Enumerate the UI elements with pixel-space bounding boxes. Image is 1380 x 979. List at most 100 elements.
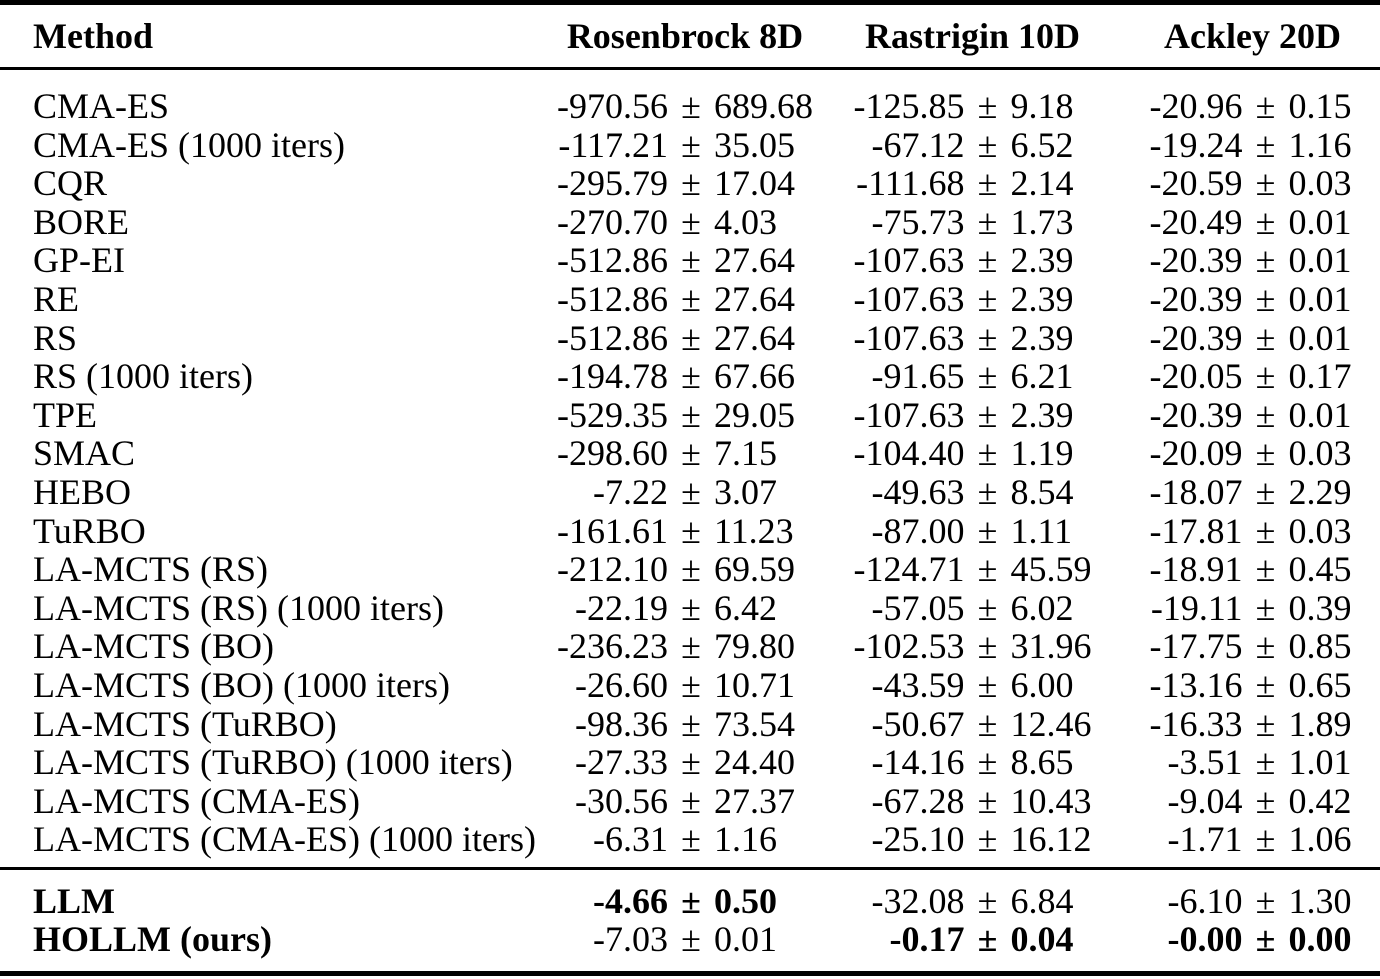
plus-minus-sign: ±: [977, 278, 998, 319]
column-header-rosenbrock-8d: Rosenbrock 8D: [550, 2, 820, 70]
table-row: LA-MCTS (BO) -236.23 ±79.80 -102.53 ±31.96 -1…: [0, 627, 1380, 666]
mean-value: -212.10: [557, 549, 668, 590]
std-value: 24.40: [714, 742, 795, 783]
mean-value: -9.04: [1167, 780, 1243, 821]
plus-minus-sign: ±: [977, 471, 998, 512]
llm-methods-section: LLM -4.66 ±0.50 -32.08 ±6.84 -6.10 ±1.30 HOLLM …: [0, 866, 1380, 973]
std-value: 0.01: [714, 919, 777, 960]
value-cell: -67.28 ±10.43: [820, 782, 1125, 821]
std-value: 6.00: [1010, 664, 1074, 705]
value-cell: -970.56 ±689.68: [550, 69, 820, 126]
value-cell: -13.16 ±0.65: [1125, 666, 1380, 705]
std-value: 1.11: [1010, 510, 1073, 551]
value-cell: -18.07 ±2.29: [1125, 473, 1380, 512]
value-cell: -3.51 ±1.01: [1125, 743, 1380, 782]
std-value: 0.00: [1288, 919, 1352, 960]
plus-minus-sign: ±: [1255, 587, 1276, 628]
mean-value: -30.56: [575, 780, 668, 821]
method-cell: CMA-ES: [33, 86, 170, 126]
plus-minus-sign: ±: [977, 510, 998, 551]
value-cell: -30.56 ±27.37: [550, 782, 820, 821]
table-row: LA-MCTS (BO) (1000 iters) -26.60 ±10.71 -43…: [0, 666, 1380, 705]
std-value: 27.64: [714, 317, 795, 358]
value-cell: -20.59 ±0.03: [1125, 164, 1380, 203]
plus-minus-sign: ±: [1255, 664, 1276, 705]
mean-value: -7.22: [593, 471, 668, 512]
value-cell: -236.23 ±79.80: [550, 627, 820, 666]
plus-minus-sign: ±: [1255, 124, 1276, 165]
mean-value: -3.51: [1167, 742, 1243, 783]
plus-minus-sign: ±: [1255, 317, 1276, 358]
plus-minus-sign: ±: [681, 664, 701, 705]
plus-minus-sign: ±: [681, 433, 701, 474]
value-cell: -17.81 ±0.03: [1125, 510, 1380, 551]
value-cell: -125.85 ±9.18: [820, 69, 1125, 126]
plus-minus-sign: ±: [977, 394, 998, 435]
method-cell: RS: [33, 317, 78, 358]
mean-value: -236.23: [557, 626, 668, 667]
plus-minus-sign: ±: [681, 510, 701, 551]
plus-minus-sign: ±: [1255, 742, 1276, 783]
std-value: 6.42: [714, 587, 777, 628]
std-value: 10.43: [1010, 780, 1092, 821]
mean-value: -0.17: [889, 919, 965, 960]
mean-value: -50.67: [871, 703, 965, 744]
mean-value: -107.63: [853, 278, 965, 319]
value-cell: -20.96 ±0.15: [1125, 69, 1380, 126]
table-row: RE -512.86 ±27.64 -107.63 ±2.39 -20.39 ±0.01: [0, 280, 1380, 319]
value-cell: -107.63 ±2.39: [820, 241, 1125, 280]
std-value: 9.18: [1010, 86, 1074, 126]
std-value: 1.89: [1288, 703, 1352, 744]
value-cell: -18.91 ±0.45: [1125, 550, 1380, 589]
mean-value: -32.08: [871, 880, 965, 921]
plus-minus-sign: ±: [681, 394, 701, 435]
mean-value: -18.91: [1149, 549, 1243, 590]
value-cell: -49.63 ±8.54: [820, 473, 1125, 512]
table-row: TuRBO -161.61 ±11.23 -87.00 ±1.11 -17.81 ±0.03: [0, 510, 1380, 551]
std-value: 35.05: [714, 124, 795, 165]
plus-minus-sign: ±: [1255, 394, 1276, 435]
method-cell: HEBO: [33, 471, 131, 512]
mean-value: -104.40: [853, 433, 965, 474]
value-cell: -22.19 ±6.42: [550, 589, 820, 628]
value-cell: -87.00 ±1.11: [820, 510, 1125, 551]
value-cell: -1.71 ±1.06: [1125, 820, 1380, 868]
plus-minus-sign: ±: [681, 356, 701, 397]
mean-value: -512.86: [557, 240, 668, 281]
value-cell: -19.24 ±1.16: [1125, 124, 1380, 165]
std-value: 1.06: [1288, 819, 1352, 860]
value-cell: -91.65 ±6.21: [820, 357, 1125, 396]
std-value: 1.01: [1288, 742, 1352, 783]
table-row: LA-MCTS (CMA-ES) -30.56 ±27.37 -67.28 ±10.43…: [0, 782, 1380, 821]
value-cell: -102.53 ±31.96: [820, 627, 1125, 666]
plus-minus-sign: ±: [1255, 163, 1276, 204]
std-value: 0.03: [1288, 510, 1352, 551]
method-cell: SMAC: [33, 433, 136, 474]
value-cell: -20.39 ±0.01: [1125, 317, 1380, 358]
std-value: 2.39: [1010, 240, 1074, 281]
value-cell: -20.39 ±0.01: [1125, 280, 1380, 319]
plus-minus-sign: ±: [1255, 433, 1276, 474]
column-header-method: Method: [0, 2, 550, 70]
mean-value: -20.39: [1149, 278, 1243, 319]
method-cell: LA-MCTS (RS): [33, 549, 269, 590]
value-cell: -0.17 ±0.04: [820, 920, 1125, 973]
plus-minus-sign: ±: [1255, 780, 1276, 821]
value-cell: -212.10 ±69.59: [550, 550, 820, 589]
value-cell: -107.63 ±2.39: [820, 318, 1125, 358]
mean-value: -6.31: [593, 819, 668, 860]
std-value: 1.73: [1010, 201, 1074, 242]
mean-value: -512.86: [557, 278, 668, 319]
method-cell: CMA-ES (1000 iters): [33, 124, 345, 165]
mean-value: -19.24: [1149, 124, 1243, 165]
value-cell: -16.33 ±1.89: [1125, 703, 1380, 744]
value-cell: -124.71 ±45.59: [820, 550, 1125, 589]
value-cell: -107.63 ±2.39: [820, 280, 1125, 319]
mean-value: -17.81: [1149, 510, 1243, 551]
plus-minus-sign: ±: [681, 124, 701, 165]
mean-value: -512.86: [557, 317, 668, 358]
method-cell: TPE: [33, 394, 98, 435]
std-value: 0.01: [1288, 240, 1352, 281]
mean-value: -7.03: [593, 919, 668, 960]
std-value: 0.01: [1288, 317, 1352, 358]
